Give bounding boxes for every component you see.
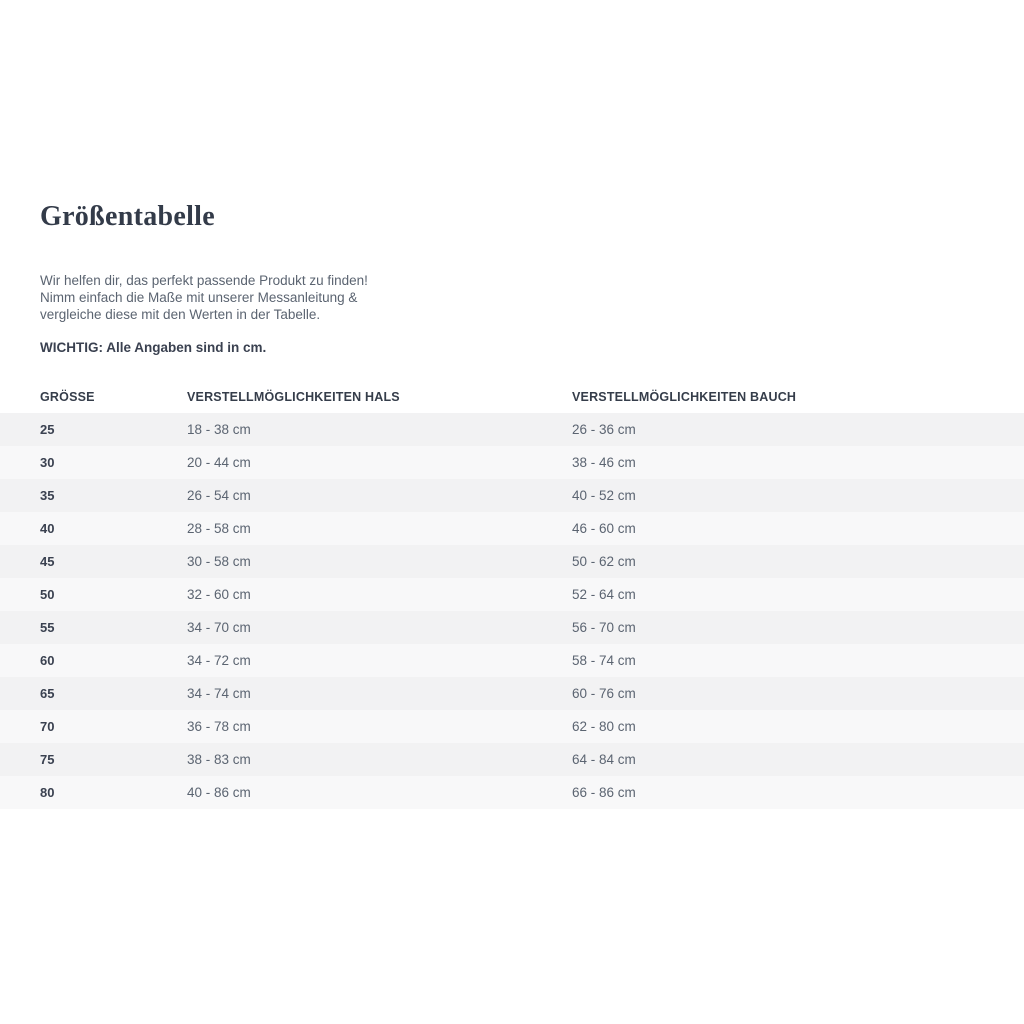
- cell-hals: 30 - 58 cm: [187, 554, 251, 569]
- table-row: 60 34 - 72 cm 58 - 74 cm: [0, 644, 1024, 677]
- size-table: GRÖSSE VERSTELLMÖGLICHKEITEN HALS VERSTE…: [0, 380, 1024, 809]
- cell-size: 80: [40, 785, 55, 800]
- intro-line-3: vergleiche diese mit den Werten in der T…: [40, 307, 321, 322]
- cell-bauch: 40 - 52 cm: [572, 488, 636, 503]
- cell-bauch: 38 - 46 cm: [572, 455, 636, 470]
- cell-hals: 28 - 58 cm: [187, 521, 251, 536]
- cell-hals: 38 - 83 cm: [187, 752, 251, 767]
- cell-size: 35: [40, 488, 55, 503]
- column-header-groesse: GRÖSSE: [40, 389, 95, 404]
- column-header-bauch: VERSTELLMÖGLICHKEITEN BAUCH: [572, 389, 797, 404]
- cell-size: 40: [40, 521, 55, 536]
- column-header-hals: VERSTELLMÖGLICHKEITEN HALS: [187, 389, 400, 404]
- cell-bauch: 62 - 80 cm: [572, 719, 636, 734]
- table-row: 70 36 - 78 cm 62 - 80 cm: [0, 710, 1024, 743]
- cell-hals: 18 - 38 cm: [187, 422, 251, 437]
- cell-bauch: 50 - 62 cm: [572, 554, 636, 569]
- cell-bauch: 58 - 74 cm: [572, 653, 636, 668]
- cell-size: 70: [40, 719, 55, 734]
- table-row: 75 38 - 83 cm 64 - 84 cm: [0, 743, 1024, 776]
- cell-bauch: 52 - 64 cm: [572, 587, 636, 602]
- table-row: 25 18 - 38 cm 26 - 36 cm: [0, 413, 1024, 446]
- cell-size: 45: [40, 554, 55, 569]
- size-table-body: 25 18 - 38 cm 26 - 36 cm 30 20 - 44 cm 3…: [0, 413, 1024, 809]
- cell-bauch: 56 - 70 cm: [572, 620, 636, 635]
- cell-hals: 40 - 86 cm: [187, 785, 251, 800]
- table-row: 35 26 - 54 cm 40 - 52 cm: [0, 479, 1024, 512]
- cell-size: 65: [40, 686, 55, 701]
- intro-line-2: Nimm einfach die Maße mit unserer Messan…: [40, 290, 358, 305]
- table-row: 50 32 - 60 cm 52 - 64 cm: [0, 578, 1024, 611]
- table-row: 65 34 - 74 cm 60 - 76 cm: [0, 677, 1024, 710]
- cell-hals: 32 - 60 cm: [187, 587, 251, 602]
- table-row: 45 30 - 58 cm 50 - 62 cm: [0, 545, 1024, 578]
- cell-hals: 26 - 54 cm: [187, 488, 251, 503]
- cell-hals: 34 - 74 cm: [187, 686, 251, 701]
- cell-hals: 34 - 70 cm: [187, 620, 251, 635]
- cell-size: 25: [40, 422, 55, 437]
- table-row: 40 28 - 58 cm 46 - 60 cm: [0, 512, 1024, 545]
- cell-hals: 36 - 78 cm: [187, 719, 251, 734]
- important-note: WICHTIG: Alle Angaben sind in cm.: [40, 340, 267, 355]
- table-row: 30 20 - 44 cm 38 - 46 cm: [0, 446, 1024, 479]
- intro-text: Wir helfen dir, das perfekt passende Pro…: [40, 272, 984, 323]
- cell-size: 60: [40, 653, 55, 668]
- table-row: 55 34 - 70 cm 56 - 70 cm: [0, 611, 1024, 644]
- table-row: 80 40 - 86 cm 66 - 86 cm: [0, 776, 1024, 809]
- cell-bauch: 66 - 86 cm: [572, 785, 636, 800]
- cell-bauch: 64 - 84 cm: [572, 752, 636, 767]
- cell-size: 75: [40, 752, 55, 767]
- cell-bauch: 60 - 76 cm: [572, 686, 636, 701]
- cell-bauch: 46 - 60 cm: [572, 521, 636, 536]
- cell-bauch: 26 - 36 cm: [572, 422, 636, 437]
- size-table-header-row: GRÖSSE VERSTELLMÖGLICHKEITEN HALS VERSTE…: [0, 380, 1024, 413]
- cell-size: 30: [40, 455, 55, 470]
- cell-size: 55: [40, 620, 55, 635]
- intro-line-1: Wir helfen dir, das perfekt passende Pro…: [40, 273, 368, 288]
- cell-size: 50: [40, 587, 55, 602]
- page-title: Größentabelle: [40, 201, 215, 232]
- cell-hals: 20 - 44 cm: [187, 455, 251, 470]
- cell-hals: 34 - 72 cm: [187, 653, 251, 668]
